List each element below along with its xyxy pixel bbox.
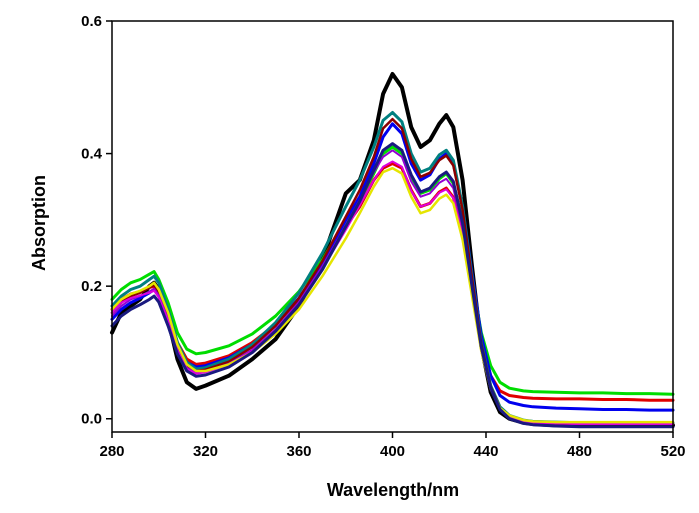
series-line	[110, 166, 675, 424]
series-line	[110, 162, 675, 402]
y-axis-title: Absorption	[29, 175, 49, 271]
x-tick-label: 400	[380, 443, 405, 460]
x-tick-label: 360	[286, 443, 311, 460]
x-tick-label: 320	[193, 443, 218, 460]
series-line	[111, 149, 674, 425]
x-tick-label: 440	[473, 443, 498, 460]
x-tick-label: 480	[567, 443, 592, 460]
x-tick-label: 280	[99, 443, 124, 460]
x-tick-label: 520	[660, 443, 685, 460]
series-line	[110, 142, 675, 429]
y-tick-label: 0.2	[81, 278, 102, 295]
x-axis-title: Wavelength/nm	[327, 480, 459, 500]
series-line	[110, 145, 675, 396]
plot-frame	[111, 20, 674, 433]
y-tick-label: 0.6	[81, 13, 102, 30]
series-line	[111, 160, 674, 425]
y-tick-label: 0.0	[81, 411, 102, 428]
tick-layer: 280 320 360 400 440 480 520 0.0 0.2 0.4 0.6	[81, 13, 685, 460]
y-tick-label: 0.4	[81, 146, 103, 163]
series-layer	[110, 72, 675, 429]
series-line	[110, 122, 675, 412]
